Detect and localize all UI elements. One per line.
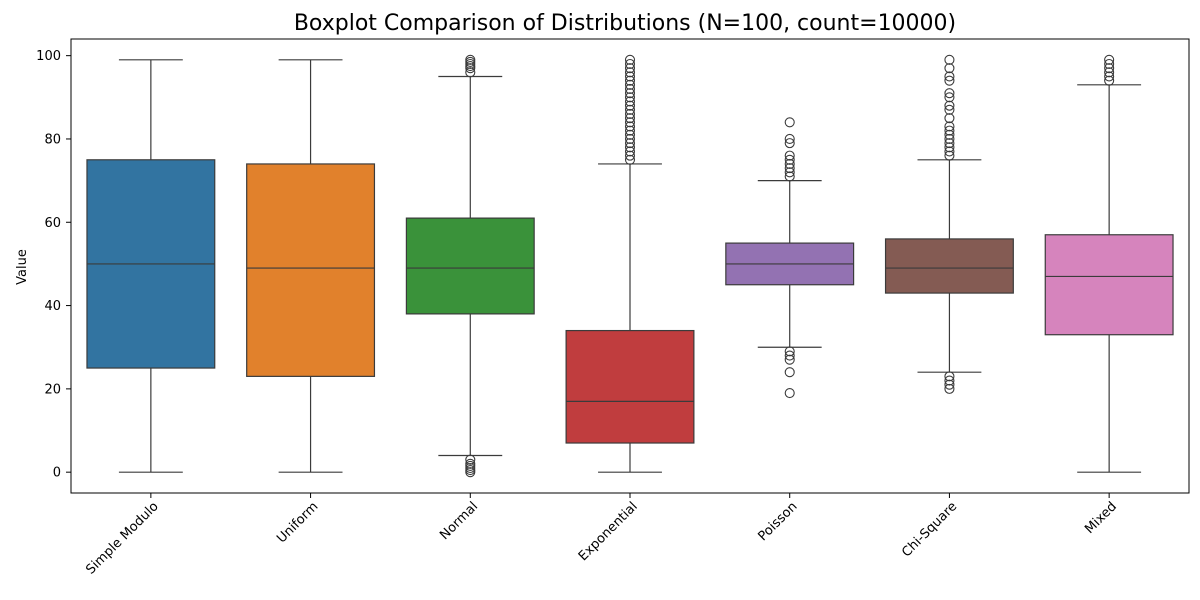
outlier-point [624, 88, 636, 99]
outlier-point [784, 354, 795, 365]
outlier-point [944, 71, 955, 82]
x-tick-label-exponential: Exponential [576, 499, 641, 564]
outlier-point [624, 58, 636, 70]
y-tick-label: 0 [53, 466, 61, 481]
outlier-point [624, 79, 636, 90]
outlier-point [944, 138, 955, 149]
outlier-point [1104, 67, 1115, 78]
x-tick-label-simple-modulo: Simple Modulo [83, 499, 161, 577]
outlier-point [944, 63, 955, 74]
outlier-point [784, 150, 795, 161]
outlier-point [624, 121, 636, 132]
x-tick-label-chi-square: Chi-Square [899, 499, 960, 560]
y-tick-label: 40 [44, 299, 61, 314]
box-mixed [1044, 234, 1174, 336]
outlier-point [624, 138, 636, 149]
outlier-point [944, 104, 955, 115]
outlier-point [624, 54, 636, 65]
outlier-point [624, 104, 636, 115]
outlier-point [784, 154, 795, 165]
outlier-point [944, 92, 955, 103]
outlier-point [1104, 63, 1115, 74]
outlier-point [944, 133, 955, 145]
outlier-point [784, 167, 795, 178]
outlier-point [624, 63, 636, 74]
outlier-point [784, 117, 795, 128]
outlier-point [944, 54, 955, 65]
outlier-point [1104, 54, 1115, 65]
outlier-point [784, 171, 795, 182]
outlier-point [944, 142, 955, 153]
y-axis-label: Value [15, 249, 30, 285]
outlier-point [944, 146, 955, 157]
y-tick-label: 80 [44, 132, 61, 147]
outlier-point [624, 83, 636, 95]
outlier-point [784, 387, 795, 399]
outlier-point [944, 150, 955, 161]
outlier-point [624, 113, 636, 124]
box-uniform [246, 163, 376, 377]
outlier-point [784, 133, 795, 145]
outlier-point [784, 138, 795, 149]
outlier-point [624, 75, 636, 86]
outlier-point [944, 100, 955, 111]
outlier-point [944, 379, 955, 390]
outlier-point [465, 54, 476, 65]
outlier-point [944, 125, 955, 136]
x-tick-label-uniform: Uniform [274, 499, 321, 546]
outlier-point [465, 67, 476, 78]
x-tick-label-poisson: Poisson [756, 499, 801, 544]
outlier-point [624, 71, 636, 82]
outlier-point [784, 163, 795, 174]
outlier-point [784, 346, 795, 357]
outlier-point [944, 88, 955, 99]
box-exponential [565, 329, 695, 444]
outlier-point [1104, 71, 1115, 82]
outlier-point [944, 383, 955, 394]
outlier-point [944, 121, 955, 132]
outlier-point [784, 350, 795, 361]
outlier-point [624, 146, 636, 157]
outlier-point [624, 142, 636, 153]
outlier-point [624, 117, 636, 128]
plot-area: 0 20 40 60 80 100 Simple Modulo Uniform Normal Ex… [36, 38, 1190, 578]
outlier-point [465, 454, 476, 465]
outlier-point [624, 92, 636, 103]
outlier-point [1104, 75, 1115, 86]
outlier-point [944, 375, 955, 386]
outlier-point [784, 367, 795, 378]
y-tick-label: 20 [44, 382, 61, 397]
outlier-point [624, 150, 636, 161]
outlier-point [624, 108, 636, 120]
outlier-point [624, 96, 636, 107]
y-tick-label: 100 [36, 49, 61, 64]
x-tick-label-normal: Normal [437, 499, 481, 543]
outlier-point [1104, 58, 1115, 70]
outlier-point [784, 158, 795, 170]
outlier-point [944, 75, 955, 86]
outlier-point [624, 100, 636, 111]
outlier-point [944, 371, 955, 382]
box-normal [405, 217, 535, 315]
y-tick-label: 60 [44, 216, 61, 231]
x-tick-label-mixed: Mixed [1082, 499, 1120, 537]
chart-title: Boxplot Comparison of Distributions (N=1… [294, 11, 956, 36]
box-chi-square [884, 238, 1014, 294]
outlier-point [624, 133, 636, 145]
outlier-point [624, 129, 636, 140]
outlier-point [624, 67, 636, 78]
outlier-point [624, 154, 636, 165]
outlier-point [624, 125, 636, 136]
outlier-point [944, 129, 955, 140]
outlier-point [465, 458, 476, 469]
outlier-point [944, 113, 955, 124]
